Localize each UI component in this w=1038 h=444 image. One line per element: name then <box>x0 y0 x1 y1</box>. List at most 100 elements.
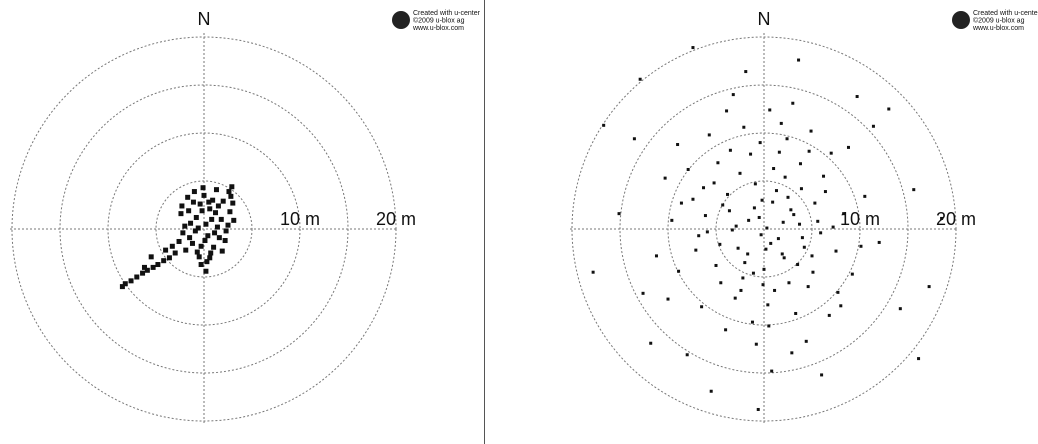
range-ring <box>107 132 301 326</box>
point <box>211 244 217 250</box>
point <box>190 199 196 205</box>
point <box>765 226 769 230</box>
point <box>685 353 689 357</box>
point <box>203 268 209 274</box>
point <box>183 247 189 253</box>
point <box>200 185 206 191</box>
point <box>719 281 723 285</box>
point <box>774 189 778 193</box>
point <box>666 297 670 301</box>
point <box>798 222 802 226</box>
point <box>185 194 191 200</box>
point <box>654 254 658 258</box>
point <box>638 77 642 81</box>
credit-text: Created with u-center <box>413 10 481 17</box>
point <box>707 133 711 137</box>
point <box>799 187 803 191</box>
point <box>194 249 200 255</box>
point <box>846 145 850 149</box>
point <box>231 217 237 223</box>
point <box>709 389 713 393</box>
credit-text: ©2009 u-blox ag <box>973 16 1025 24</box>
point <box>811 270 815 274</box>
point <box>827 313 831 317</box>
point <box>705 230 709 234</box>
point <box>898 307 902 311</box>
point <box>197 201 203 207</box>
point <box>823 190 827 194</box>
point <box>119 284 125 290</box>
point <box>219 248 225 254</box>
point <box>179 203 185 209</box>
range-ring <box>155 180 253 278</box>
point <box>783 175 787 179</box>
point <box>747 218 751 222</box>
range-ring <box>715 180 813 278</box>
point <box>602 123 606 127</box>
point <box>227 209 233 215</box>
point <box>155 262 161 268</box>
point <box>198 243 204 249</box>
point <box>780 252 784 256</box>
point <box>649 341 653 345</box>
point <box>188 220 194 226</box>
point <box>712 181 716 185</box>
point <box>728 148 732 152</box>
point <box>770 369 774 373</box>
point <box>144 267 150 273</box>
point <box>822 174 826 178</box>
point <box>927 285 931 289</box>
point <box>912 188 916 192</box>
point <box>128 278 134 284</box>
point <box>779 121 783 125</box>
range-ring <box>59 84 349 374</box>
point <box>807 149 811 153</box>
point <box>201 192 207 198</box>
point <box>178 211 184 217</box>
point <box>836 290 840 294</box>
point <box>757 215 761 219</box>
point <box>762 267 766 271</box>
point <box>140 270 146 276</box>
point <box>202 238 208 244</box>
point <box>141 264 147 270</box>
point <box>794 311 798 315</box>
point <box>679 201 683 205</box>
point <box>187 235 193 241</box>
point <box>761 283 765 287</box>
point <box>134 274 140 280</box>
point <box>754 342 758 346</box>
point <box>632 137 636 141</box>
point <box>785 137 789 141</box>
point <box>218 216 224 222</box>
logo <box>952 11 970 29</box>
point <box>940 216 944 220</box>
ring-label: 10 m <box>280 209 320 229</box>
point <box>792 213 796 217</box>
range-ring <box>571 36 957 422</box>
point <box>617 212 621 216</box>
point <box>677 269 681 273</box>
point <box>877 240 881 244</box>
point <box>727 209 731 213</box>
point <box>771 200 775 204</box>
point <box>790 351 794 355</box>
point <box>148 254 154 260</box>
point <box>230 200 236 206</box>
point <box>850 272 854 276</box>
point <box>804 339 808 343</box>
point <box>207 206 213 212</box>
point <box>768 108 772 112</box>
point <box>767 324 771 328</box>
point <box>721 203 725 207</box>
point <box>641 291 645 295</box>
point <box>831 225 835 229</box>
point <box>859 244 863 248</box>
point <box>213 187 219 193</box>
point <box>734 224 738 228</box>
point <box>724 328 728 332</box>
point <box>917 357 921 361</box>
point <box>182 223 188 229</box>
point <box>700 305 704 309</box>
